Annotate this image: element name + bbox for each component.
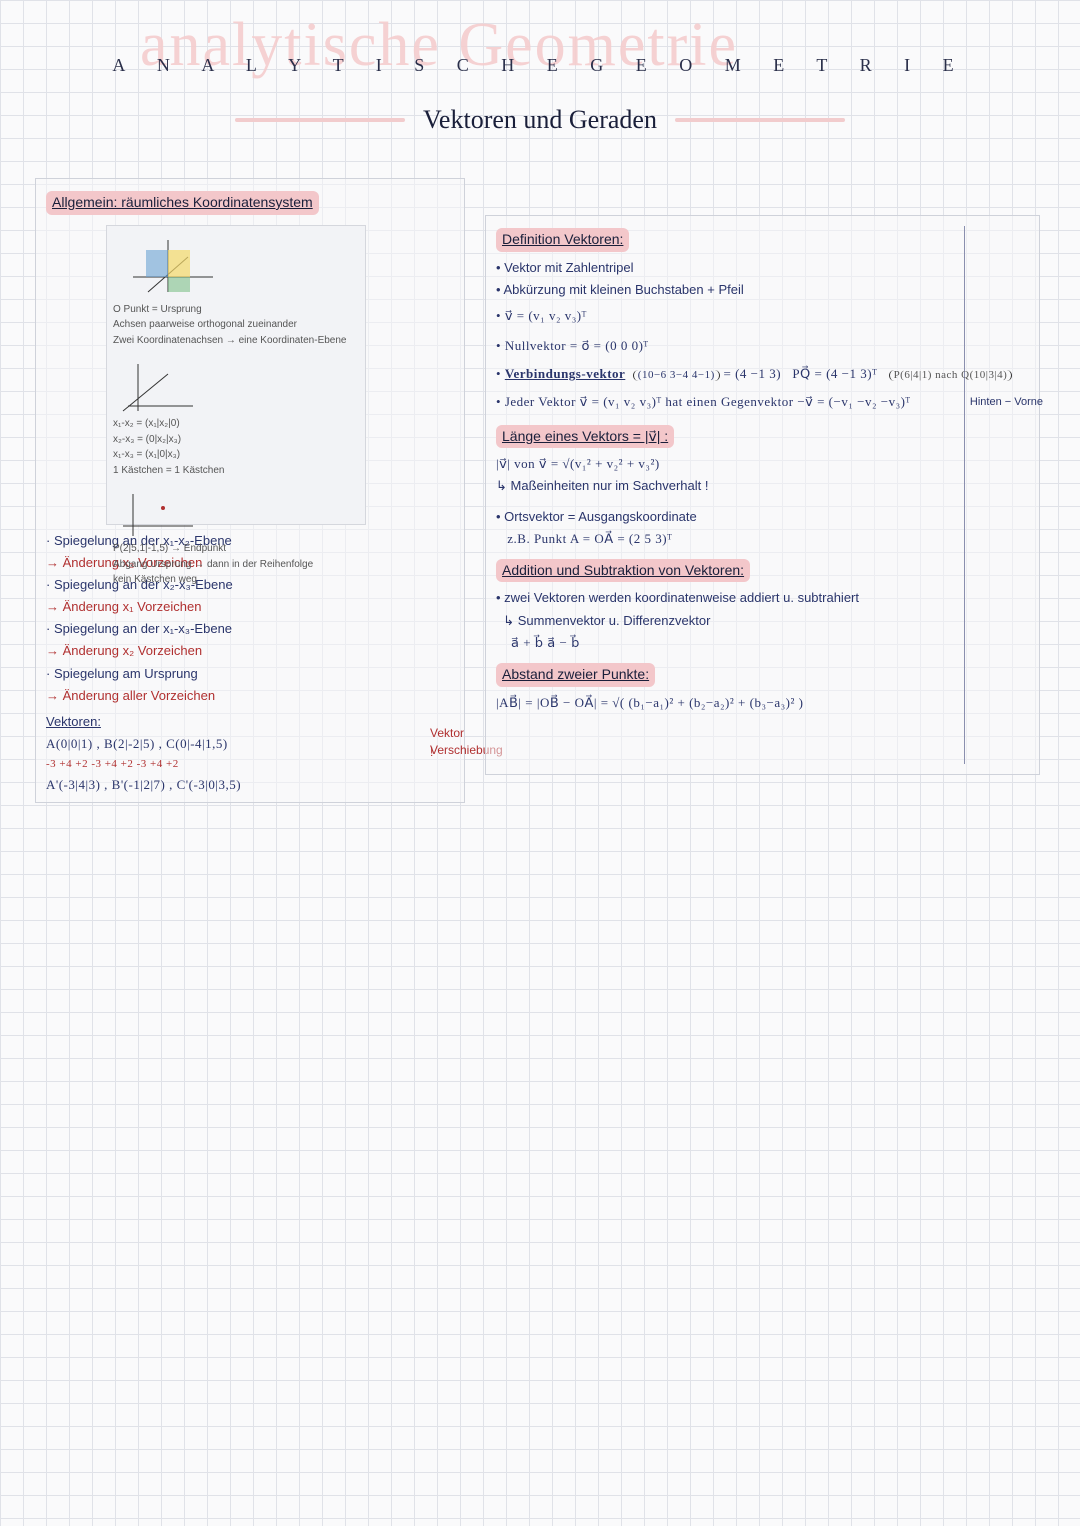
sketch-note: Abgang Ursprung → dann in der Reihenfolg… — [113, 557, 359, 573]
reflection-consequence: → Änderung x₁ Vorzeichen — [46, 597, 454, 617]
verbindungs-label: Verbindungs-vektor — [505, 366, 625, 381]
axes-2d-icon — [113, 356, 203, 416]
ortsvektor-example: z.B. Punkt A = OA⃗ = (2 5 3)ᵀ — [496, 529, 1029, 549]
primes-row: A'(-3|4|3) , B'(-1|2|7) , C'(-3|0|3,5) — [46, 775, 454, 795]
sketch-note: P(2|5,1|-1,5) → Endpunkt — [113, 541, 359, 557]
subtitle-rule-right — [675, 118, 845, 122]
vertical-divider — [964, 226, 965, 764]
sketch-note: x₁-x₂ = (x₁|x₂|0) — [113, 416, 359, 432]
left-section-title: Allgemein: räumliches Koordinatensystem — [46, 191, 319, 215]
length-note: ↳ Maßeinheiten nur im Sachverhalt ! — [496, 476, 1029, 496]
sketch-note: 1 Kästchen = 1 Kästchen — [113, 463, 359, 479]
reflection-consequence: → Änderung aller Vorzeichen — [46, 686, 454, 706]
addsub-title: Addition und Subtraktion von Vektoren: — [496, 559, 750, 583]
verbindungsvektor-row: • Verbindungs-vektor (10−6 3−4 4−1) = (4… — [496, 364, 1029, 384]
reflection-line: · Spiegelung am Ursprung — [46, 664, 454, 684]
abstand-formula: |AB⃗| = |OB⃗ − OA⃗| = √( (b₁−a₁)² + (b₂−… — [496, 693, 1029, 713]
matrix-out: = (4 −1 3) — [723, 366, 781, 381]
sketch-note: x₁-x₃ = (x₁|0|x₃) — [113, 447, 359, 463]
page-title-spaced: A N A L Y T I S C H E G E O M E T R I E — [0, 55, 1080, 76]
sketch-note: O Punkt = Ursprung — [113, 302, 359, 318]
vector-definition-formula: • v⃗ = (v₁ v₂ v₃)ᵀ — [496, 306, 1029, 326]
octant-cube-icon — [113, 232, 223, 302]
points-row: A(0|0|1) , B(2|-2|5) , C(0|-4|1,5) — [46, 734, 454, 754]
addsub-arrows: a⃗ + b⃗ a⃗ − b⃗ — [496, 633, 1029, 653]
right-section-title: Definition Vektoren: — [496, 228, 629, 252]
sketch-note: Achsen paarweise orthogonal zueinander — [113, 317, 359, 333]
reflection-line: · Spiegelung an der x₁-x₃-Ebene — [46, 619, 454, 639]
ortsvektor-line: • Ortsvektor = Ausgangskoordinate — [496, 507, 1029, 527]
vectors-heading: Vektoren: — [46, 712, 454, 732]
sketch-note: x₂-x₃ = (0|x₂|x₃) — [113, 432, 359, 448]
coordinate-system-sketch: O Punkt = Ursprung Achsen paarweise orth… — [106, 225, 366, 525]
hinten-vorne-annotation: Hinten − Vorne — [970, 396, 1043, 408]
abstand-title: Abstand zweier Punkte: — [496, 663, 655, 687]
length-title: Länge eines Vektors = |v⃗| : — [496, 425, 674, 449]
point-plot-icon — [113, 486, 203, 541]
length-formula: |v⃗| von v⃗ = √(v₁² + v₂² + v₃²) — [496, 454, 1029, 474]
pq-points: P(6|4|1) nach Q(10|3|4) — [889, 370, 1013, 381]
subtitle-rule-left — [235, 118, 405, 122]
right-notes-panel: Definition Vektoren: • Vektor mit Zahlen… — [485, 215, 1040, 775]
left-notes-panel: Allgemein: räumliches Koordinatensystem … — [35, 178, 465, 803]
addsub-sub: ↳ Summenvektor u. Differenzvektor — [496, 611, 1029, 631]
sketch-note: kein Kästchen weg — [113, 572, 359, 588]
nullvektor-line: • Nullvektor = o⃗ = (0 0 0)ᵀ — [496, 336, 1029, 356]
subtitle-text: Vektoren und Geraden — [423, 105, 657, 135]
subtitle-row: Vektoren und Geraden — [0, 105, 1080, 135]
bullet-text: • Abkürzung mit kleinen Buchstaben + Pfe… — [496, 280, 1029, 300]
pq-label: PQ⃗ = (4 −1 3)ᵀ — [792, 366, 877, 381]
sketch-note: Zwei Koordinatenachsen → eine Koordinate… — [113, 333, 359, 349]
matrix-in: (10−6 3−4 4−1) — [633, 370, 720, 381]
arrows-row: -3 +4 +2 -3 +4 +2 -3 +4 +2 — [46, 756, 454, 773]
reflection-consequence: → Änderung x₂ Vorzeichen — [46, 641, 454, 661]
gegenvektor-line: • Jeder Vektor v⃗ = (v₁ v₂ v₃)ᵀ hat eine… — [496, 392, 1029, 412]
addsub-text: • zwei Vektoren werden koordinatenweise … — [496, 588, 1029, 608]
bullet-text: • Vektor mit Zahlentripel — [496, 258, 1029, 278]
